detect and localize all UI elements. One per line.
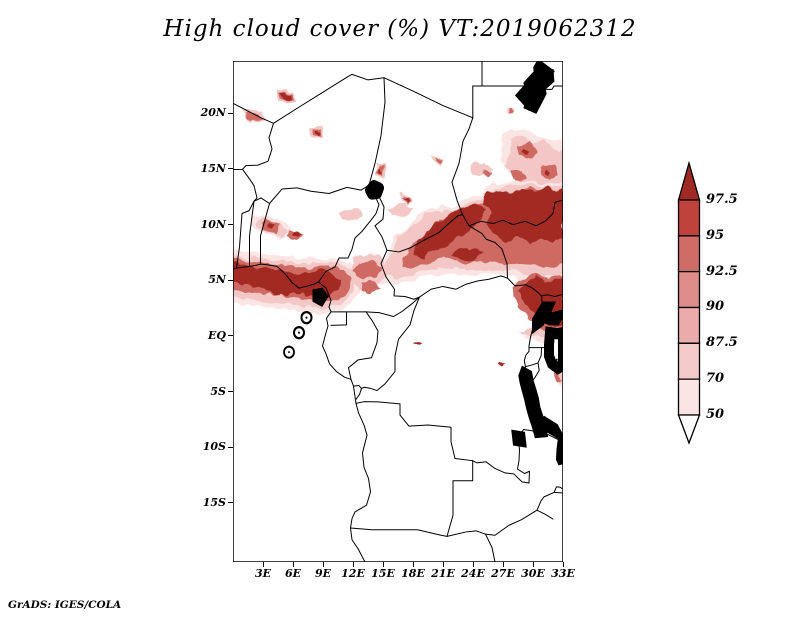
lon-tick bbox=[532, 562, 534, 567]
lat-tick bbox=[228, 391, 233, 393]
lon-tick-label: 18E bbox=[401, 567, 425, 580]
lon-tick-label: 15E bbox=[371, 567, 395, 580]
colorbar-label: 90 bbox=[706, 299, 725, 315]
colorbar-segment bbox=[677, 271, 701, 309]
lat-tick-label: 15N bbox=[200, 161, 226, 175]
lon-tick-label: 3E bbox=[254, 567, 272, 580]
lon-tick bbox=[412, 562, 414, 567]
lat-tick bbox=[228, 112, 233, 114]
lat-tick bbox=[228, 446, 233, 448]
colorbar-label: 70 bbox=[706, 371, 725, 387]
cloud-shading bbox=[233, 88, 563, 390]
lat-tick-label: 5N bbox=[208, 273, 226, 287]
lake-tanganyika bbox=[518, 365, 549, 439]
colorbar-svg bbox=[677, 160, 701, 445]
colorbar-label: 87.5 bbox=[706, 335, 738, 351]
lon-tick bbox=[502, 562, 504, 567]
lon-tick-label: 33E bbox=[551, 567, 575, 580]
lat-tick-label: 5S bbox=[210, 384, 226, 398]
lon-tick bbox=[292, 562, 294, 567]
map-svg bbox=[233, 61, 563, 562]
victoria-island bbox=[556, 358, 558, 361]
lon-tick bbox=[472, 562, 474, 567]
bioko-island bbox=[312, 287, 329, 307]
lon-tick bbox=[562, 562, 564, 567]
lon-tick bbox=[262, 562, 264, 567]
lon-tick-label: 21E bbox=[431, 567, 455, 580]
lon-tick-label: 27E bbox=[491, 567, 515, 580]
colorbar-segment bbox=[677, 414, 701, 445]
sao-tome-island bbox=[293, 325, 306, 340]
lon-tick-label: 9E bbox=[314, 567, 332, 580]
colorbar-segment bbox=[677, 306, 701, 344]
lon-tick-label: 30E bbox=[521, 567, 545, 580]
lat-tick-label: 20N bbox=[200, 106, 226, 120]
lat-tick bbox=[228, 168, 233, 170]
colorbar-label: 95 bbox=[706, 227, 725, 243]
map-panel bbox=[233, 61, 563, 562]
lat-tick bbox=[228, 224, 233, 226]
colorbar-label: 50 bbox=[706, 406, 725, 422]
colorbar-label: 92.5 bbox=[706, 263, 738, 279]
grads-credit: GrADS: IGES/COLA bbox=[8, 599, 122, 611]
plot-title: High cloud cover (%) VT:2019062312 bbox=[163, 16, 637, 42]
annobon-island bbox=[283, 345, 295, 359]
victoria-island bbox=[552, 353, 554, 356]
colorbar-label: 97.5 bbox=[706, 192, 738, 207]
lake-kyoga bbox=[538, 307, 563, 326]
lat-tick-label: 15S bbox=[202, 495, 226, 509]
lake-rukwa bbox=[539, 415, 563, 442]
nile-river bbox=[514, 61, 555, 114]
principe-island bbox=[300, 310, 313, 325]
lat-tick-label: 10S bbox=[202, 440, 226, 454]
lon-tick-label: 24E bbox=[461, 567, 485, 580]
small-cloud-dot bbox=[509, 107, 513, 112]
lake-victoria bbox=[544, 326, 563, 375]
lon-tick-label: 6E bbox=[284, 567, 302, 580]
lat-tick bbox=[228, 502, 233, 504]
lon-tick bbox=[382, 562, 384, 567]
lake-mweru bbox=[511, 429, 527, 448]
lat-tick-label: EQ bbox=[208, 328, 226, 342]
colorbar-segment bbox=[677, 235, 701, 273]
colorbar-segment bbox=[677, 199, 701, 237]
lon-tick bbox=[322, 562, 324, 567]
lakes-rivers bbox=[283, 61, 563, 466]
lat-tick-label: 10N bbox=[200, 217, 226, 231]
cloud-dark bbox=[233, 93, 563, 365]
lon-tick bbox=[442, 562, 444, 567]
colorbar-segment bbox=[677, 378, 701, 416]
lat-tick bbox=[228, 279, 233, 281]
lon-tick bbox=[352, 562, 354, 567]
lat-tick bbox=[228, 335, 233, 337]
colorbar-segment bbox=[677, 160, 701, 201]
lon-tick-label: 12E bbox=[341, 567, 365, 580]
colorbar-segment bbox=[677, 342, 701, 380]
